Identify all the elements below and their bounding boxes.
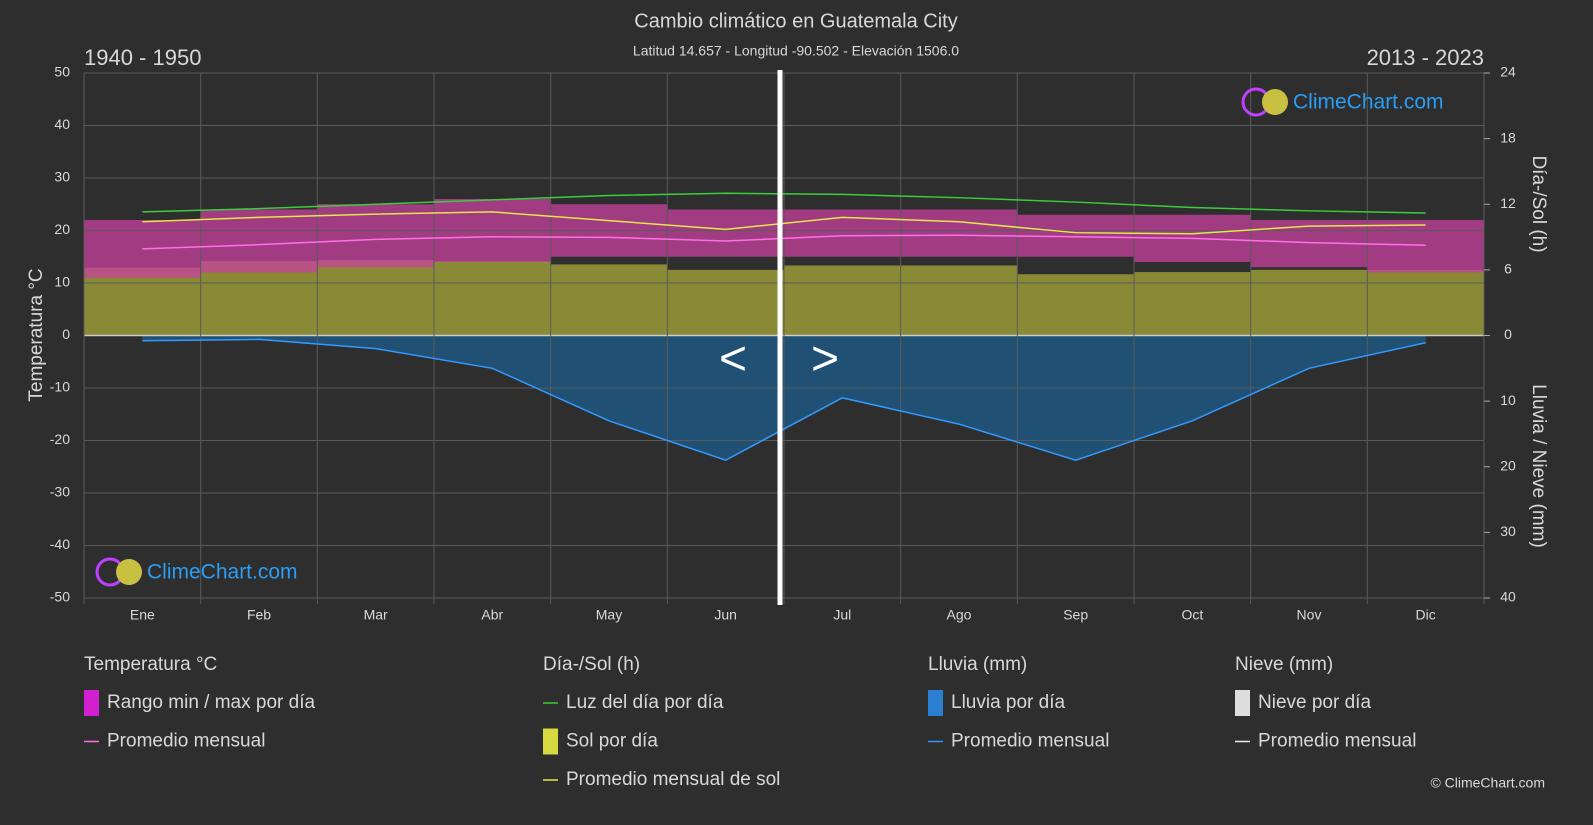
legend-item: Lluvia por día bbox=[951, 692, 1066, 713]
watermark: ClimeChart.com bbox=[147, 561, 298, 584]
y-tick-label: 0 bbox=[62, 326, 70, 342]
sun-bar bbox=[434, 261, 551, 336]
logo-sun bbox=[1262, 89, 1288, 115]
period-left: 1940 - 1950 bbox=[84, 45, 201, 70]
x-tick-label: Oct bbox=[1181, 607, 1203, 623]
sun-bar bbox=[84, 267, 201, 336]
logo-top: ClimeChart.com bbox=[1241, 87, 1444, 117]
nav-next[interactable]: > bbox=[811, 333, 839, 386]
y-tick-label: -50 bbox=[50, 589, 70, 605]
sun-bar bbox=[317, 260, 434, 336]
rain-avg-line bbox=[142, 338, 1426, 462]
legend-swatch bbox=[928, 690, 943, 716]
legend-item: Promedio mensual de sol bbox=[566, 769, 780, 790]
sun-bar bbox=[784, 265, 901, 336]
x-tick-label: Ene bbox=[130, 607, 155, 623]
y-tick-label: 50 bbox=[54, 64, 70, 80]
y3-axis-label: Lluvia / Nieve (mm) bbox=[1528, 384, 1549, 548]
temp-range bbox=[900, 209, 1018, 257]
x-tick-label: May bbox=[596, 607, 622, 623]
legend-item: Promedio mensual bbox=[951, 731, 1109, 752]
y-tick-label: -10 bbox=[50, 379, 70, 395]
temp-avg-line bbox=[142, 234, 1426, 250]
legend-item: Promedio mensual bbox=[1258, 731, 1416, 752]
legend-swatch bbox=[1235, 690, 1250, 716]
x-tick-label: Mar bbox=[364, 607, 388, 623]
y3-tick-label: 20 bbox=[1500, 457, 1516, 473]
y-tick-label: 30 bbox=[54, 169, 70, 185]
y-tick-label: -30 bbox=[50, 484, 70, 500]
x-tick-label: Feb bbox=[247, 607, 271, 623]
x-tick-label: Abr bbox=[481, 607, 503, 623]
legend-title: Nieve (mm) bbox=[1235, 654, 1333, 675]
y3-tick-label: 10 bbox=[1500, 392, 1516, 408]
temp-range bbox=[200, 209, 318, 273]
y3-tick-label: 30 bbox=[1500, 523, 1516, 539]
legend-item: Luz del día por día bbox=[566, 692, 724, 713]
legend-title: Día-/Sol (h) bbox=[543, 654, 640, 675]
x-tick-label: Ago bbox=[947, 607, 972, 623]
y2-tick-label: 0 bbox=[1504, 326, 1512, 342]
chart-subtitle: Latitud 14.657 - Longitud -90.502 - Elev… bbox=[633, 43, 959, 59]
sun-bar bbox=[900, 265, 1018, 336]
y-tick-label: 10 bbox=[54, 274, 70, 290]
y2-tick-label: 24 bbox=[1500, 64, 1516, 80]
sun-bar bbox=[667, 269, 784, 336]
period-right: 2013 - 2023 bbox=[1367, 45, 1484, 70]
logo-bottom: ClimeChart.com bbox=[95, 557, 298, 587]
y-tick-label: -20 bbox=[50, 431, 70, 447]
temp-range bbox=[667, 209, 784, 257]
x-tick-label: Jul bbox=[833, 607, 851, 623]
chart-title: Cambio climático en Guatemala City bbox=[634, 10, 957, 32]
x-tick-label: Jun bbox=[714, 607, 737, 623]
logo-sun bbox=[116, 559, 142, 585]
nav-prev[interactable]: < bbox=[719, 333, 747, 386]
y-tick-label: 20 bbox=[54, 221, 70, 237]
sun-bar bbox=[1134, 272, 1251, 336]
legend-item: Sol por día bbox=[566, 731, 658, 752]
temp-range bbox=[1367, 220, 1484, 273]
watermark: ClimeChart.com bbox=[1293, 91, 1444, 114]
legend-item: Rango min / max por día bbox=[107, 692, 315, 713]
legend-item: Promedio mensual bbox=[107, 731, 265, 752]
y3-tick-label: 40 bbox=[1500, 589, 1516, 605]
legend-swatch bbox=[84, 690, 99, 716]
y-tick-label: 40 bbox=[54, 116, 70, 132]
temp-range bbox=[784, 209, 901, 257]
x-tick-label: Dic bbox=[1416, 607, 1436, 623]
y2-tick-label: 12 bbox=[1500, 195, 1516, 211]
sun-avg-line bbox=[142, 211, 1426, 235]
daylight-line bbox=[142, 192, 1426, 214]
sun-bar bbox=[1367, 269, 1484, 336]
legend: Temperatura °C Rango min / max por día Pro… bbox=[84, 654, 1416, 790]
x-tick-label: Nov bbox=[1297, 607, 1322, 623]
y2-tick-label: 18 bbox=[1500, 129, 1516, 145]
y-axis-label: Temperatura °C bbox=[26, 268, 47, 401]
legend-title: Lluvia (mm) bbox=[928, 654, 1027, 675]
plot-area: -50 -40 -30 -20 -10 0 10 20 30 40 50 0 6 12 18 24 10 20 30… bbox=[50, 64, 1516, 623]
legend-item: Nieve por día bbox=[1258, 692, 1371, 713]
sun-bar bbox=[1017, 274, 1134, 336]
x-tick-label: Sep bbox=[1063, 607, 1088, 623]
sun-bar bbox=[550, 264, 668, 336]
y2-axis-label: Día-/Sol (h) bbox=[1528, 155, 1549, 252]
copyright: © ClimeChart.com bbox=[1430, 775, 1545, 791]
y2-tick-label: 6 bbox=[1504, 261, 1512, 277]
legend-swatch bbox=[543, 728, 558, 755]
y-tick-label: -40 bbox=[50, 536, 70, 552]
sun-bar bbox=[200, 261, 318, 336]
legend-title: Temperatura °C bbox=[84, 654, 217, 675]
sun-bar bbox=[1250, 269, 1368, 336]
